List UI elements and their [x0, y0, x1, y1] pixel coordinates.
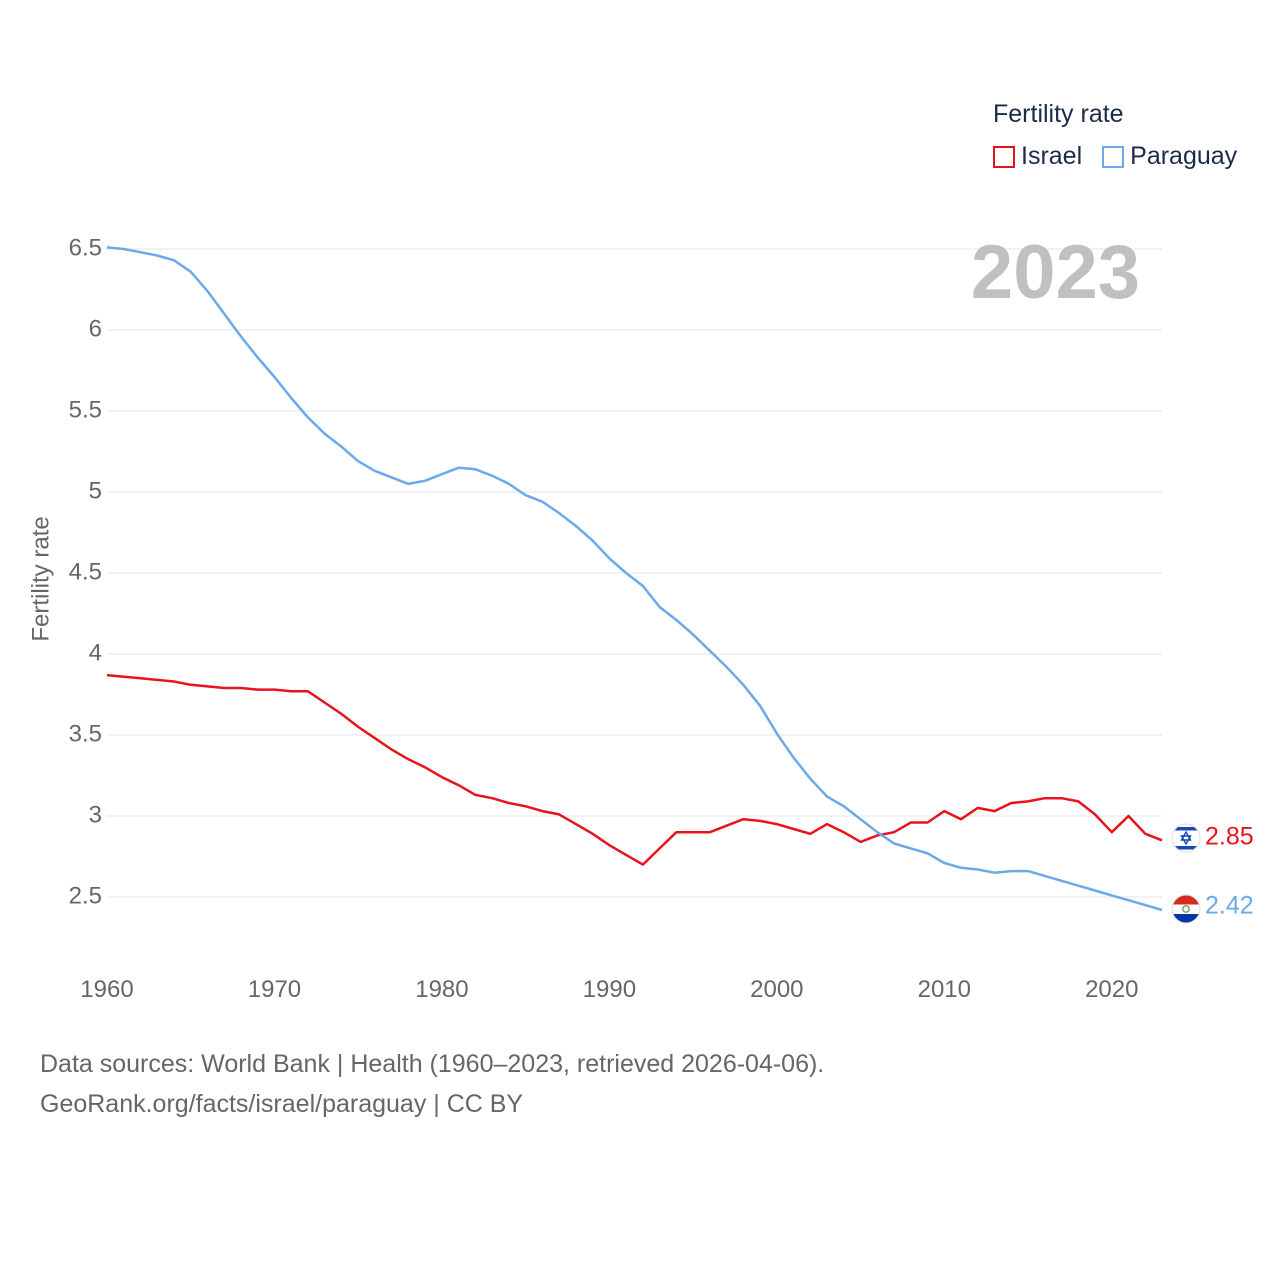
data-sources: Data sources: World Bank | Health (1960–…	[40, 1044, 824, 1124]
x-tick-label: 2000	[750, 976, 803, 1003]
y-tick-label: 6.5	[69, 234, 102, 261]
x-tick-label: 1970	[248, 976, 301, 1003]
y-tick-label: 5	[89, 477, 102, 504]
attribution-link[interactable]: GeoRank.org/facts/israel/paraguay | CC B…	[40, 1090, 524, 1118]
legend-title: Fertility rate	[993, 100, 1124, 128]
y-tick-label: 3	[89, 801, 102, 828]
y-tick-label: 2.5	[69, 882, 102, 909]
year-watermark: 2023	[971, 230, 1140, 315]
legend-label-israel: Israel	[1021, 142, 1083, 170]
legend-swatch-israel	[993, 145, 1015, 168]
x-tick-label: 1960	[80, 976, 133, 1003]
y-tick-label: 3.5	[69, 720, 102, 747]
israel-flag-icon	[1171, 823, 1201, 853]
y-axis-label: Fertility rate	[27, 516, 54, 641]
y-tick-label: 6	[89, 315, 102, 342]
paraguay-flag-icon	[1171, 894, 1201, 924]
y-tick-label: 4.5	[69, 558, 102, 585]
legend-item-israel[interactable]: Israel	[993, 142, 1082, 171]
series-line-israel	[106, 673, 1163, 866]
legend-item-paraguay[interactable]: Paraguay	[1102, 142, 1237, 171]
x-tick-label: 2020	[1085, 976, 1138, 1003]
legend: Israel Paraguay	[993, 142, 1257, 171]
end-value-label-israel: 2.85	[1205, 823, 1254, 851]
legend-swatch-paraguay	[1102, 145, 1125, 168]
sources-text: Data sources: World Bank | Health (1960–…	[40, 1050, 825, 1078]
x-tick-label: 2010	[918, 976, 971, 1003]
series-line-paraguay	[106, 246, 1163, 912]
x-tick-label: 1980	[415, 976, 468, 1003]
end-value-label-paraguay: 2.42	[1205, 892, 1254, 920]
legend-label-paraguay: Paraguay	[1130, 142, 1238, 170]
y-tick-label: 4	[89, 639, 102, 666]
x-tick-label: 1990	[583, 976, 636, 1003]
y-tick-label: 5.5	[69, 396, 102, 423]
